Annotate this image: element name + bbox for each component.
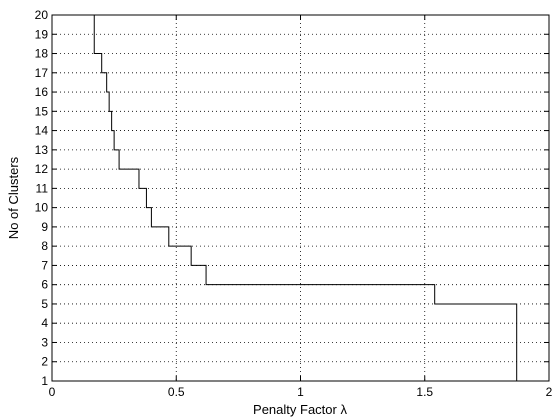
y-tick-label: 20 <box>35 8 49 22</box>
x-tick-label: 2 <box>546 385 553 399</box>
y-tick-label: 19 <box>35 27 49 41</box>
y-tick-label: 9 <box>41 220 48 234</box>
y-tick-label: 12 <box>35 162 49 176</box>
y-tick-label: 14 <box>35 124 49 138</box>
x-axis-ticks: 0 0.5 1 1.5 2 <box>49 15 553 399</box>
y-tick-label: 11 <box>36 181 49 195</box>
y-tick-label: 15 <box>35 104 49 118</box>
y-tick-label: 4 <box>41 316 48 330</box>
y-tick-label: 18 <box>35 47 49 61</box>
y-tick-label: 1 <box>41 374 48 388</box>
x-tick-label: 1.5 <box>416 385 433 399</box>
x-axis-label: Penalty Factor λ <box>253 402 347 417</box>
y-tick-label: 13 <box>35 143 49 157</box>
y-tick-label: 16 <box>35 85 49 99</box>
grid-lines <box>52 15 549 381</box>
y-tick-label: 6 <box>41 278 48 292</box>
x-tick-label: 0.5 <box>168 385 185 399</box>
y-tick-label: 7 <box>41 258 48 272</box>
x-tick-label: 1 <box>297 385 304 399</box>
y-tick-label: 5 <box>41 297 48 311</box>
y-tick-label: 3 <box>41 335 48 349</box>
y-axis-label: No of Clusters <box>6 156 21 239</box>
y-tick-label: 17 <box>35 66 49 80</box>
x-tick-label: 0 <box>49 385 56 399</box>
plot-background <box>52 15 549 381</box>
y-tick-label: 2 <box>41 355 48 369</box>
y-tick-label: 8 <box>41 239 48 253</box>
series-step-line <box>93 15 518 381</box>
y-tick-label: 10 <box>35 201 49 215</box>
